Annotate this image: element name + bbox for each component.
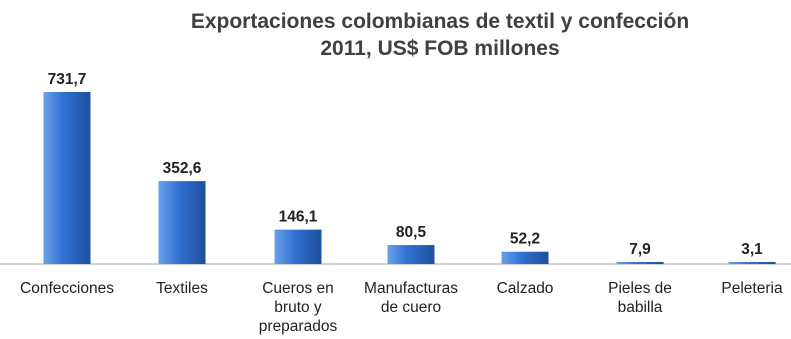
chart-title: Exportaciones colombianas de textil y co… (190, 10, 690, 33)
bar-5 (616, 262, 664, 264)
category-label-1: Textiles (156, 280, 208, 297)
category-label-5: Pieles de babilla (608, 280, 672, 316)
bar-6 (728, 262, 776, 264)
category-label-6: Peleteria (721, 280, 783, 297)
bar-3 (387, 245, 435, 264)
data-label-5: 7,9 (629, 241, 651, 258)
category-label-2: Cueros en bruto y preparados (259, 280, 338, 335)
chart-subtitle: 2011, US$ FOB millones (320, 37, 560, 60)
bar-1 (158, 181, 206, 264)
category-label-0: Confecciones (20, 280, 114, 297)
data-label-6: 3,1 (741, 241, 763, 258)
category-label-4: Calzado (497, 280, 554, 297)
bar-0 (43, 92, 91, 264)
data-label-4: 52,2 (510, 231, 540, 248)
category-label-3: Manufacturas de cuero (364, 280, 458, 316)
data-label-1: 352,6 (163, 160, 202, 177)
data-label-2: 146,1 (279, 209, 318, 226)
bar-4 (501, 251, 549, 264)
bar-2 (274, 229, 322, 264)
data-label-0: 731,7 (48, 71, 87, 88)
data-label-3: 80,5 (396, 224, 427, 241)
